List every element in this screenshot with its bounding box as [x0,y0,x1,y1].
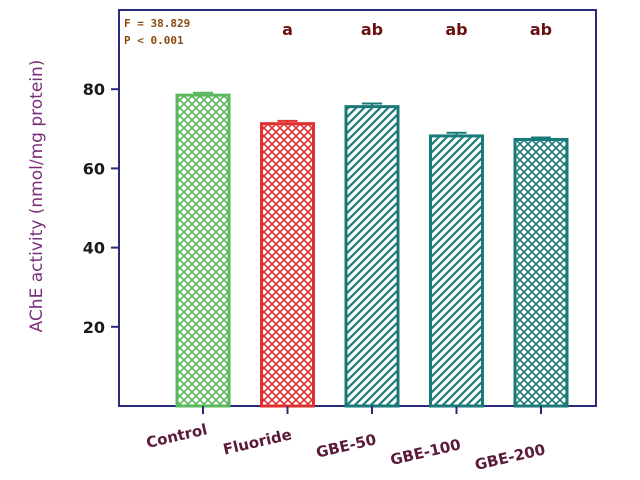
y-axis-label: AChE activity (nmol/mg protein) [27,60,47,333]
bar-control [175,93,231,408]
error-bar-gbe-50 [362,102,382,107]
bar-gbe-200 [513,137,569,408]
significance-label-gbe-50: ab [361,20,383,39]
x-tick-label-gbe-50: GBE-50 [314,430,378,461]
y-tick-label: 80 [83,80,105,99]
x-tick-label-gbe-200: GBE-200 [473,440,547,474]
error-bar-control [193,91,213,96]
x-tick-label-gbe-100: GBE-100 [389,435,463,469]
stat-p-value: P < 0.001 [124,34,184,47]
y-axis: 20 40 60 80 [83,80,119,337]
error-bar-gbe-100 [446,131,467,136]
y-tick-label: 20 [83,318,105,337]
significance-label-gbe-100: ab [445,20,467,39]
bars-group: a ab ab ab [175,20,569,408]
x-axis: Control Fluoride GBE-50 GBE-100 GBE-200 [144,406,547,474]
error-bar-fluoride [277,119,298,124]
y-tick-label: 40 [83,239,105,258]
bar-gbe-100 [429,134,484,408]
error-bar-gbe-200 [531,136,551,140]
x-tick-label-fluoride: Fluoride [221,425,293,458]
bar-fluoride [260,122,315,408]
x-tick-label-control: Control [144,420,208,451]
stat-f-value: F = 38.829 [124,17,190,30]
y-tick-label: 60 [83,159,105,178]
significance-label-gbe-200: ab [530,20,552,39]
bar-gbe-50 [344,105,400,408]
significance-label-fluoride: a [282,20,293,39]
